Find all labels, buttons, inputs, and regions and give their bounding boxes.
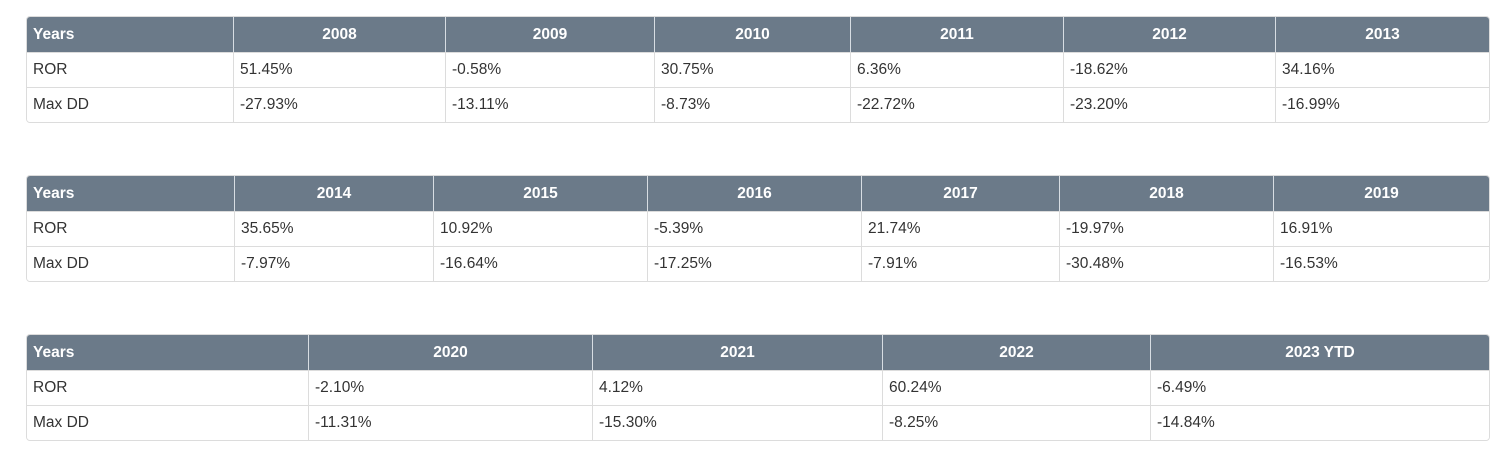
table-cell: -16.64% — [434, 246, 648, 281]
header-row: Years 2014 2015 2016 2017 2018 2019 — [27, 176, 1489, 211]
table-cell: -16.53% — [1274, 246, 1489, 281]
row-label: ROR — [27, 370, 309, 405]
table-cell: -5.39% — [648, 211, 862, 246]
table-cell: -11.31% — [309, 405, 593, 440]
years-header: Years — [27, 17, 234, 52]
row-label: Max DD — [27, 405, 309, 440]
table-cell: 34.16% — [1276, 52, 1489, 87]
table-cell: 10.92% — [434, 211, 648, 246]
table-row: Max DD -11.31% -15.30% -8.25% -14.84% — [27, 405, 1489, 440]
table-cell: 4.12% — [593, 370, 883, 405]
table-cell: -8.73% — [655, 87, 851, 122]
table-cell: -19.97% — [1060, 211, 1274, 246]
table-row: Max DD -27.93% -13.11% -8.73% -22.72% -2… — [27, 87, 1489, 122]
years-header: Years — [27, 335, 309, 370]
year-header: 2016 — [648, 176, 862, 211]
table-cell: -13.11% — [446, 87, 655, 122]
table-cell: -7.91% — [862, 246, 1060, 281]
header-row: Years 2020 2021 2022 2023 YTD — [27, 335, 1489, 370]
table-cell: -2.10% — [309, 370, 593, 405]
table-cell: -15.30% — [593, 405, 883, 440]
table-row: Max DD -7.97% -16.64% -17.25% -7.91% -30… — [27, 246, 1489, 281]
year-header: 2015 — [434, 176, 648, 211]
year-header: 2017 — [862, 176, 1060, 211]
table-cell: 21.74% — [862, 211, 1060, 246]
table-cell: 30.75% — [655, 52, 851, 87]
year-header: 2013 — [1276, 17, 1489, 52]
annual-performance-table-2020-2023: Years 2020 2021 2022 2023 YTD ROR -2.10%… — [26, 334, 1490, 441]
years-header: Years — [27, 176, 235, 211]
table-cell: -0.58% — [446, 52, 655, 87]
year-header: 2021 — [593, 335, 883, 370]
table-row: ROR 51.45% -0.58% 30.75% 6.36% -18.62% 3… — [27, 52, 1489, 87]
year-header: 2012 — [1064, 17, 1276, 52]
table-row: ROR 35.65% 10.92% -5.39% 21.74% -19.97% … — [27, 211, 1489, 246]
annual-performance-table-2014-2019: Years 2014 2015 2016 2017 2018 2019 ROR … — [26, 175, 1490, 282]
year-header: 2010 — [655, 17, 851, 52]
row-label: Max DD — [27, 87, 234, 122]
table-cell: -17.25% — [648, 246, 862, 281]
year-header: 2009 — [446, 17, 655, 52]
table-cell: -22.72% — [851, 87, 1064, 122]
table-cell: -8.25% — [883, 405, 1151, 440]
table-cell: 6.36% — [851, 52, 1064, 87]
year-header: 2019 — [1274, 176, 1489, 211]
table-cell: -14.84% — [1151, 405, 1489, 440]
year-header: 2020 — [309, 335, 593, 370]
table-cell: -18.62% — [1064, 52, 1276, 87]
row-label: ROR — [27, 211, 235, 246]
table-cell: 60.24% — [883, 370, 1151, 405]
row-label: ROR — [27, 52, 234, 87]
year-header: 2011 — [851, 17, 1064, 52]
table-cell: -27.93% — [234, 87, 446, 122]
table-row: ROR -2.10% 4.12% 60.24% -6.49% — [27, 370, 1489, 405]
annual-performance-table-2008-2013: Years 2008 2009 2010 2011 2012 2013 ROR … — [26, 16, 1490, 123]
table-cell: -16.99% — [1276, 87, 1489, 122]
year-header: 2023 YTD — [1151, 335, 1489, 370]
table-cell: -23.20% — [1064, 87, 1276, 122]
row-label: Max DD — [27, 246, 235, 281]
table-cell: -30.48% — [1060, 246, 1274, 281]
year-header: 2022 — [883, 335, 1151, 370]
table-cell: -7.97% — [235, 246, 434, 281]
year-header: 2008 — [234, 17, 446, 52]
header-row: Years 2008 2009 2010 2011 2012 2013 — [27, 17, 1489, 52]
table-cell: 35.65% — [235, 211, 434, 246]
table-cell: 51.45% — [234, 52, 446, 87]
table-cell: -6.49% — [1151, 370, 1489, 405]
table-cell: 16.91% — [1274, 211, 1489, 246]
year-header: 2018 — [1060, 176, 1274, 211]
year-header: 2014 — [235, 176, 434, 211]
